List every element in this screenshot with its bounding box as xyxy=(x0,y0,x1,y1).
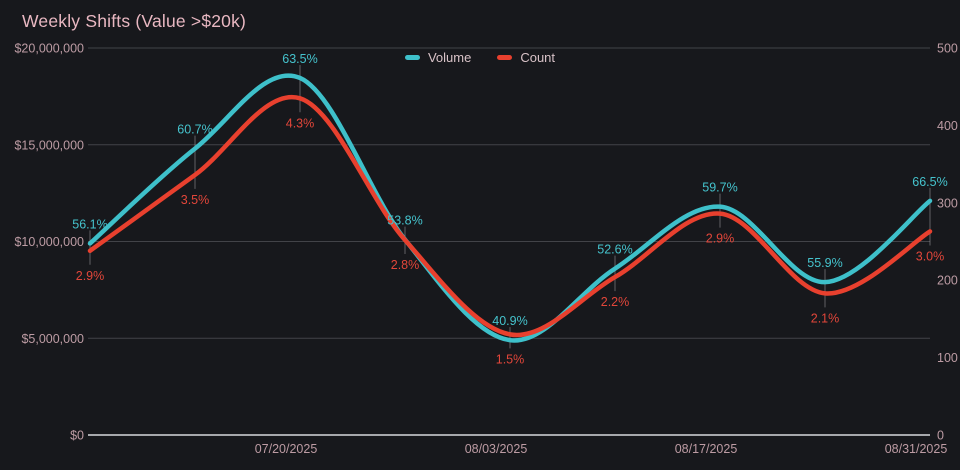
legend-item-count[interactable]: Count xyxy=(497,50,555,65)
count-swatch-icon xyxy=(497,55,513,60)
y-axis-left-tick-label: $15,000,000 xyxy=(14,138,84,152)
count-line[interactable] xyxy=(87,94,933,338)
x-axis-tick-label: 08/03/2025 xyxy=(465,442,528,456)
x-axis-tick-label: 08/31/2025 xyxy=(885,442,948,456)
y-axis-right-tick-label: 400 xyxy=(937,119,958,133)
volume-point-label: 59.7% xyxy=(702,181,737,195)
volume-point-label: 55.9% xyxy=(807,256,842,270)
volume-line[interactable] xyxy=(87,73,933,343)
x-axis-tick-label: 07/20/2025 xyxy=(255,442,318,456)
volume-point-label: 53.8% xyxy=(387,214,422,228)
count-point-label: 2.2% xyxy=(601,295,630,309)
y-axis-left-tick-label: $10,000,000 xyxy=(14,235,84,249)
count-point-label: 3.0% xyxy=(916,249,945,263)
y-axis-right-tick-label: 0 xyxy=(937,429,944,443)
count-point-label: 3.5% xyxy=(181,193,210,207)
y-axis-left-tick-label: $20,000,000 xyxy=(14,42,84,56)
volume-point-label: 52.6% xyxy=(597,243,632,257)
legend-item-volume[interactable]: Volume xyxy=(404,50,472,65)
volume-point-label: 63.5% xyxy=(282,52,317,66)
x-axis-tick-label: 08/17/2025 xyxy=(675,442,738,456)
legend-label-volume: Volume xyxy=(427,50,472,65)
chart-title: Weekly Shifts (Value >$20k) xyxy=(22,11,247,31)
count-point-label: 1.5% xyxy=(496,352,525,366)
count-point-label: 2.1% xyxy=(811,311,840,325)
count-point-label: 2.9% xyxy=(706,232,735,246)
count-point-label: 2.9% xyxy=(76,269,105,283)
legend: Volume Count xyxy=(0,50,960,65)
volume-point-label: 56.1% xyxy=(72,217,107,231)
y-axis-left-tick-label: $5,000,000 xyxy=(21,332,84,346)
count-point-label: 4.3% xyxy=(286,116,315,130)
y-axis-right-tick-label: 300 xyxy=(937,196,958,210)
y-axis-right-tick-label: 100 xyxy=(937,351,958,365)
y-axis-right-tick-label: 500 xyxy=(937,42,958,56)
volume-swatch-icon xyxy=(404,55,420,60)
y-axis-right-tick-label: 200 xyxy=(937,274,958,288)
volume-point-label: 60.7% xyxy=(177,123,212,137)
y-axis-left-tick-label: $0 xyxy=(70,429,84,443)
volume-point-label: 66.5% xyxy=(912,175,947,189)
count-point-label: 2.8% xyxy=(391,258,420,272)
legend-label-count: Count xyxy=(520,50,556,65)
volume-point-label: 40.9% xyxy=(492,314,527,328)
